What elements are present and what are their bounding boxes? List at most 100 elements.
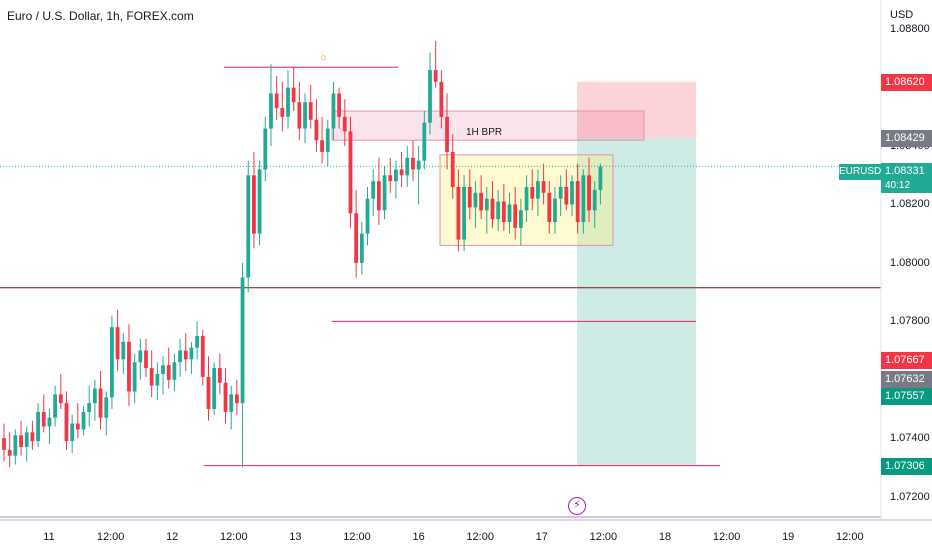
candle-body (297, 102, 302, 129)
candle-body (178, 350, 182, 363)
symbol-label: EURUSD (839, 164, 881, 180)
time-tick-label: 12:00 (836, 531, 864, 543)
candle (212, 362, 217, 415)
candle-body (263, 128, 268, 170)
candle (263, 116, 268, 182)
candle (104, 391, 109, 436)
candle (189, 341, 194, 374)
candle (19, 420, 23, 456)
candle (456, 169, 461, 252)
candle (87, 385, 92, 427)
candle-body (331, 93, 336, 129)
candle (570, 175, 574, 217)
candle-body (30, 432, 35, 442)
candle-body (291, 87, 296, 103)
candle (467, 169, 472, 220)
candle-body (36, 411, 40, 442)
candle (149, 350, 154, 398)
candle (462, 175, 466, 252)
time-tick-label: 12 (166, 531, 179, 543)
candle-body (541, 181, 546, 193)
candle (274, 75, 279, 120)
candle-body (274, 93, 279, 109)
candle-body (467, 186, 472, 208)
candle (58, 373, 63, 409)
candle (257, 160, 262, 246)
candle-body (58, 394, 63, 404)
bpr-zone (331, 110, 645, 141)
candle (70, 414, 75, 453)
candle-body (536, 181, 540, 199)
candle (484, 186, 489, 234)
candle-body (172, 362, 177, 380)
candle-body (87, 403, 92, 412)
candle-body (234, 394, 239, 404)
candle (598, 163, 603, 205)
candle-body (121, 341, 126, 360)
lightning-icon[interactable]: ⚡ (568, 497, 586, 515)
bpr-zone-label: 1H BPR (466, 127, 503, 138)
candle-body (337, 93, 342, 117)
candle (172, 353, 177, 392)
candle (36, 403, 40, 447)
candle-body (144, 350, 148, 369)
candle-body (587, 175, 591, 211)
price-tick-label: 1.07400 (890, 432, 930, 445)
candle (234, 379, 239, 415)
candle-body (422, 122, 427, 161)
candle (587, 157, 591, 223)
candle-body (325, 128, 330, 152)
price-tick-label: 1.08000 (890, 256, 930, 269)
candle (166, 347, 171, 389)
candle (411, 140, 415, 182)
candle (41, 394, 46, 433)
candle (422, 111, 427, 170)
candle (536, 169, 540, 217)
candle (53, 385, 58, 427)
candle-body (92, 388, 97, 404)
candle-body (314, 119, 319, 141)
candle (382, 166, 387, 220)
candle-body (388, 175, 393, 182)
candle (13, 429, 18, 465)
candle (161, 356, 165, 395)
price-axis-label: 1.08429 (881, 129, 932, 147)
target-zone (577, 81, 696, 138)
candle-body (47, 417, 52, 427)
candle-body (394, 169, 398, 182)
lightbulb-icon[interactable]: ○ (320, 52, 327, 64)
candle (513, 186, 518, 240)
candle-body (530, 186, 535, 199)
candle-body (269, 93, 273, 129)
candle (178, 338, 182, 377)
candle-body (212, 368, 217, 409)
candle-body (155, 373, 160, 386)
candle (252, 151, 256, 249)
candle-body (308, 102, 313, 120)
candle (64, 391, 69, 450)
candle-body (547, 192, 552, 223)
time-tick-label: 18 (658, 531, 672, 543)
candle (581, 169, 586, 234)
candle (530, 169, 535, 211)
candle (280, 81, 285, 132)
candle (81, 406, 86, 436)
candle-body (581, 175, 586, 223)
candle (2, 423, 6, 462)
candle-body (359, 233, 364, 263)
candle (246, 160, 251, 293)
candle-body (376, 181, 381, 211)
price-tick-label: 1.08200 (890, 198, 930, 211)
candle (291, 67, 296, 112)
candle (428, 52, 432, 135)
candle (7, 432, 12, 468)
candle-body (81, 411, 86, 430)
candle (547, 181, 552, 234)
candle (297, 81, 302, 141)
candle (320, 116, 324, 164)
candle-body (564, 186, 569, 205)
candle-body (223, 382, 228, 412)
candle (354, 189, 359, 278)
candle (490, 181, 495, 228)
